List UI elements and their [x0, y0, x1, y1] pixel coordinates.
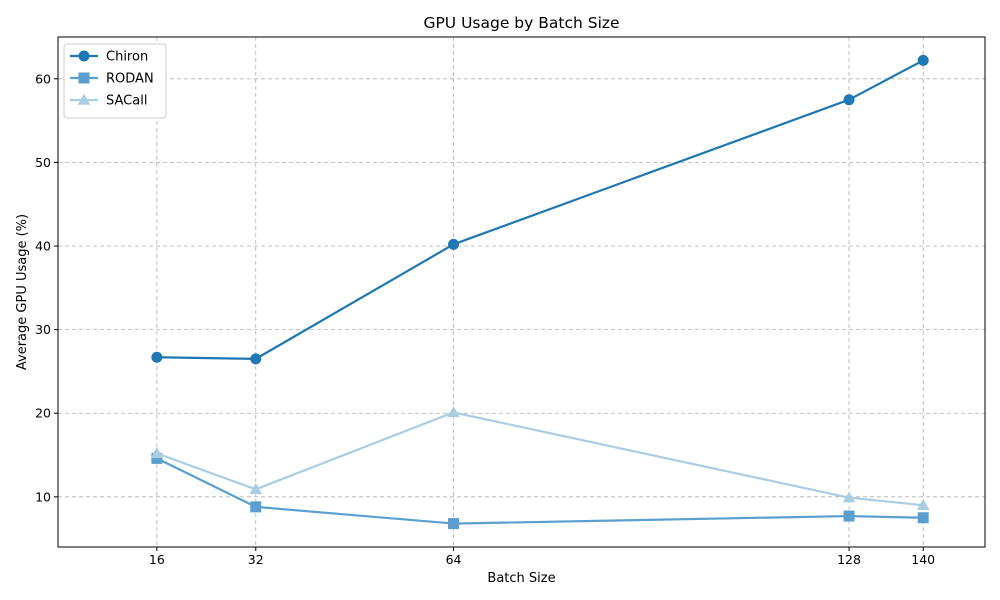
x-axis: 16 32 64 128 140	[149, 547, 935, 567]
series-rodan	[151, 452, 929, 530]
legend: Chiron RODAN SACall	[63, 43, 167, 119]
data-point-rodan	[250, 501, 262, 513]
data-point-chiron	[448, 238, 460, 250]
series-layer	[150, 54, 930, 530]
data-point-sacall	[447, 406, 460, 418]
legend-label-rodan: RODAN	[106, 72, 154, 87]
data-point-rodan	[151, 452, 163, 464]
chart-title: GPU Usage by Batch Size	[423, 14, 619, 32]
data-point-chiron	[250, 353, 262, 365]
data-point-rodan	[448, 518, 460, 530]
y-tick-label: 20	[35, 406, 51, 421]
x-tick-label: 32	[248, 552, 264, 567]
legend-marker-rodan	[78, 72, 90, 84]
data-point-sacall	[249, 482, 263, 495]
data-point-sacall	[842, 491, 856, 503]
y-axis-label: Average GPU Usage (%)	[15, 214, 30, 370]
y-tick-label: 30	[35, 322, 51, 337]
legend-label-sacall: SACall	[106, 94, 147, 109]
y-axis: 10 20 30 40 50 60	[35, 71, 58, 504]
data-point-sacall	[150, 447, 164, 459]
grid-lines	[58, 37, 985, 547]
y-tick-label: 50	[35, 155, 51, 170]
legend-item-chiron: Chiron	[70, 50, 148, 65]
legend-item-rodan: RODAN	[70, 72, 154, 87]
y-tick-label: 40	[35, 239, 51, 254]
plot-area-frame	[57, 36, 986, 548]
x-tick-label: 64	[446, 552, 462, 567]
legend-item-sacall: SACall	[70, 94, 147, 109]
legend-marker-chiron	[78, 50, 90, 62]
y-tick-label: 60	[35, 71, 51, 86]
series-chiron	[151, 54, 929, 365]
data-point-chiron	[917, 54, 929, 66]
data-point-chiron	[843, 94, 855, 106]
x-tick-label: 128	[837, 552, 861, 567]
legend-marker-sacall	[77, 93, 91, 105]
x-tick-label: 16	[149, 552, 165, 567]
data-point-rodan	[843, 510, 855, 522]
y-tick-label: 10	[35, 489, 51, 504]
data-point-chiron	[151, 351, 163, 363]
x-axis-label: Batch Size	[487, 571, 555, 586]
series-sacall	[150, 406, 930, 510]
data-point-rodan	[917, 512, 929, 524]
legend-label-chiron: Chiron	[106, 50, 148, 65]
data-point-sacall	[916, 498, 930, 510]
x-tick-label: 140	[911, 552, 935, 567]
